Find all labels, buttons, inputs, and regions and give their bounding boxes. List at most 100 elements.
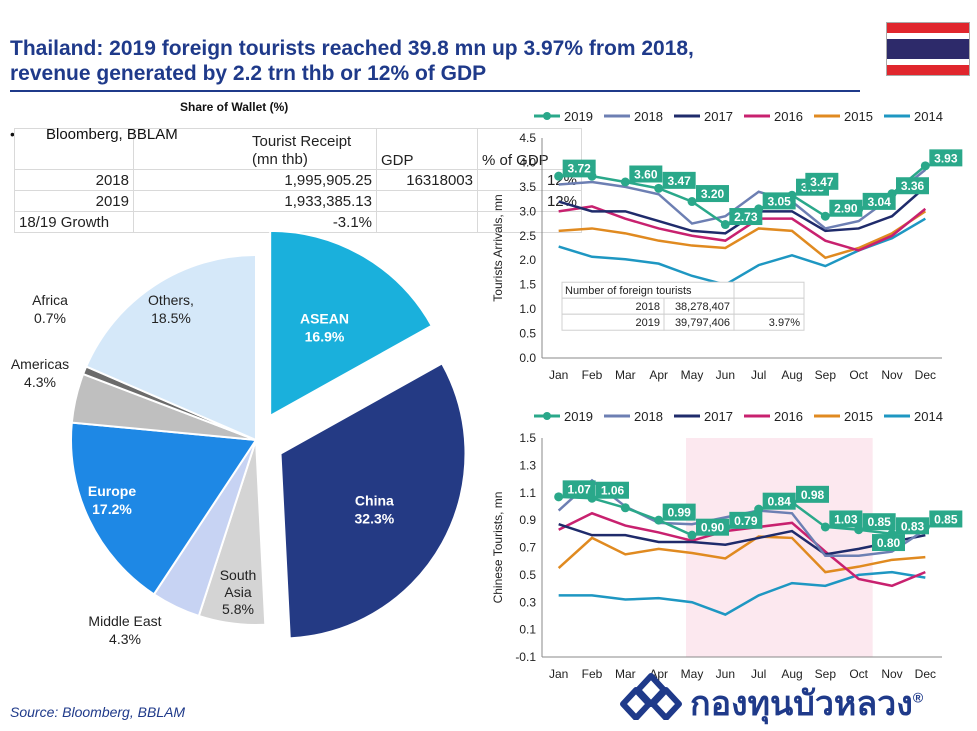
data-point-2019 (820, 522, 830, 532)
table-row: 18/19 Growth -3.1% (14, 211, 582, 233)
tourist-receipt-table: Tourist Receipt (mn thb) GDP % of GDP 20… (14, 128, 582, 233)
x-tick-label: Jun (716, 667, 735, 681)
y-tick-label: 3.0 (519, 204, 536, 218)
y-tick-label: 1.1 (519, 486, 536, 500)
inset-table-text: 39,797,406 (675, 317, 730, 329)
data-label: 3.93 (934, 151, 958, 165)
legend-label: 2017 (704, 409, 733, 424)
data-label: 3.72 (567, 162, 591, 176)
lotus-logo-icon (620, 673, 682, 720)
pie-label: Asia (224, 584, 251, 600)
data-label-box (662, 171, 696, 189)
data-label: 3.60 (634, 168, 658, 182)
y-tick-label: 0.7 (519, 541, 536, 555)
data-label: 2.90 (834, 202, 858, 216)
pie-slice-europe (70, 421, 258, 596)
source-label: Bloomberg, BBLAM (46, 126, 178, 143)
data-point-2019 (654, 515, 664, 525)
x-tick-label: Dec (915, 368, 936, 382)
data-label: 1.03 (834, 512, 858, 526)
legend-label: 2015 (844, 409, 873, 424)
x-tick-label: Aug (781, 368, 802, 382)
data-label-box (829, 199, 863, 217)
x-tick-label: Jan (549, 667, 568, 681)
y-tick-label: 2.0 (519, 253, 536, 267)
legend-label: 2017 (704, 109, 733, 124)
pie-value-label: 4.3% (109, 631, 141, 647)
data-label: 3.20 (701, 187, 725, 201)
y-tick-label: 1.3 (519, 458, 536, 472)
data-label-box (696, 518, 729, 536)
pie-value-label: 32.3% (355, 511, 395, 527)
inset-table-text: 38,278,407 (675, 301, 730, 313)
y-axis-label: Tourists Arrivals, mn (491, 194, 505, 301)
legend-label: 2019 (564, 109, 593, 124)
series-line-2018 (558, 168, 927, 230)
table-cell: 16318003 (376, 169, 478, 191)
x-tick-label: Jul (751, 368, 766, 382)
flag-stripe (887, 33, 969, 39)
y-tick-label: 4.5 (519, 131, 536, 145)
inset-table-text: 3.97% (769, 317, 800, 329)
table-cell: 12% (477, 190, 582, 212)
data-label-box (762, 492, 796, 510)
series-line-2016 (558, 511, 926, 588)
data-point-2019 (754, 504, 764, 514)
data-point-2019 (554, 171, 564, 181)
data-point-2019 (687, 197, 697, 207)
data-label-box (762, 192, 796, 210)
data-label-box (805, 172, 839, 190)
pie-label: ASEAN (300, 310, 349, 326)
data-point-2019 (920, 161, 930, 171)
pie-value-label: 0.7% (34, 310, 66, 326)
data-label-box (896, 517, 929, 535)
x-tick-label: Jan (549, 368, 568, 382)
data-label: 3.04 (867, 195, 891, 209)
legend-label: 2019 (564, 409, 593, 424)
table-cell (477, 211, 582, 233)
data-label-box (562, 159, 596, 177)
data-label-box (696, 185, 729, 203)
pie-label: Europe (88, 483, 136, 499)
pie-label: South (220, 567, 257, 583)
x-tick-label: Mar (615, 667, 636, 681)
pie-label: China (355, 493, 394, 509)
pie-label: Africa (32, 292, 68, 308)
data-label: 0.79 (734, 514, 758, 528)
legend-marker (543, 112, 551, 120)
data-label-box (929, 510, 963, 528)
registered-mark: ® (912, 689, 924, 706)
data-label-box (729, 511, 763, 529)
y-tick-label: 3.5 (519, 180, 536, 194)
y-tick-label: 1.0 (519, 302, 536, 316)
y-tick-label: 4.0 (519, 155, 536, 169)
data-label: 0.85 (867, 515, 891, 529)
logo-wordmark: กองทุนบัวหลวง® (690, 676, 923, 730)
data-label: 0.90 (701, 521, 725, 535)
data-label-box (562, 480, 596, 498)
legend-label: 2014 (914, 409, 943, 424)
y-tick-label: 0.0 (519, 351, 536, 365)
data-label: 1.06 (601, 484, 625, 498)
pie-slice-others (84, 253, 257, 442)
pie-value-label: 16.9% (305, 328, 345, 344)
table-cell: 1,933,385.13 (133, 190, 377, 212)
x-tick-label: Nov (881, 368, 902, 382)
data-label-box (729, 208, 763, 226)
data-label-box (829, 510, 863, 528)
y-tick-label: 0.1 (519, 623, 536, 637)
x-tick-label: Apr (649, 368, 668, 382)
x-tick-label: Dec (915, 667, 936, 681)
y-tick-label: 0.5 (519, 327, 536, 341)
x-tick-label: Jul (751, 667, 766, 681)
data-point-2019 (620, 177, 630, 187)
title-divider (10, 90, 860, 92)
table-row: 2019 1,933,385.13 12% (14, 190, 582, 212)
data-point-2019 (687, 530, 697, 540)
pie-value-label: 4.3% (24, 374, 56, 390)
x-tick-label: Sep (815, 667, 837, 681)
x-tick-label: May (681, 667, 704, 681)
pie-label: Middle East (88, 613, 161, 629)
